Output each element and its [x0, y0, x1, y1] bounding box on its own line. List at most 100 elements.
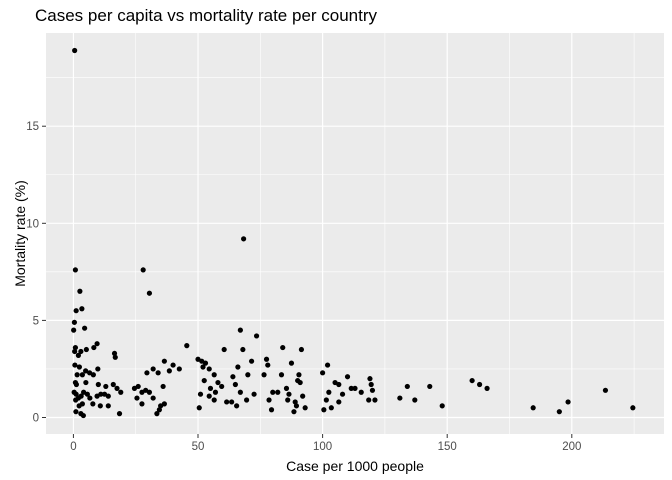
x-axis-title: Case per 1000 people	[286, 458, 424, 474]
data-point	[156, 407, 162, 413]
data-point	[339, 391, 346, 397]
data-point	[139, 401, 145, 407]
plot-panel	[46, 33, 664, 434]
data-point	[230, 374, 236, 380]
data-point	[98, 391, 104, 397]
x-tick-label: 50	[192, 441, 205, 453]
data-point	[144, 370, 150, 376]
data-point	[155, 370, 161, 376]
data-point	[211, 372, 217, 378]
data-point	[146, 290, 153, 296]
chart-title: Cases per capita vs mortality rate per c…	[35, 6, 378, 25]
data-point	[253, 333, 260, 339]
data-point	[368, 381, 374, 388]
data-point	[296, 372, 302, 378]
data-point	[170, 362, 176, 368]
data-point	[87, 395, 93, 401]
data-point	[72, 344, 79, 351]
data-point	[140, 267, 146, 273]
data-point	[73, 397, 79, 403]
data-point	[565, 399, 571, 405]
data-point	[78, 348, 84, 355]
data-point	[154, 411, 160, 417]
data-point	[160, 383, 166, 390]
data-point	[324, 362, 331, 368]
data-point	[280, 344, 286, 351]
data-point	[111, 350, 118, 357]
data-point	[234, 403, 240, 409]
data-point	[439, 403, 445, 409]
data-point	[344, 374, 351, 380]
data-point	[270, 389, 276, 395]
data-point	[251, 391, 257, 397]
data-point	[556, 409, 562, 415]
data-point	[286, 391, 292, 397]
data-point	[300, 393, 306, 399]
data-point	[197, 391, 204, 397]
data-point	[244, 397, 250, 403]
data-point	[602, 387, 609, 393]
data-point	[97, 403, 103, 409]
data-point	[237, 327, 243, 333]
data-point	[105, 403, 111, 409]
data-point	[211, 397, 217, 403]
data-point	[200, 364, 206, 370]
data-point	[476, 381, 483, 388]
minor-gridlines	[46, 33, 664, 434]
x-tick-label: 150	[438, 441, 457, 453]
data-point	[291, 409, 297, 415]
data-point	[366, 397, 372, 403]
data-point	[298, 346, 305, 353]
data-point	[110, 381, 116, 388]
data-point	[84, 391, 90, 397]
y-tick-label: 15	[26, 121, 39, 133]
major-gridlines	[46, 33, 664, 434]
data-point	[278, 372, 285, 378]
data-point	[268, 407, 275, 413]
data-point	[77, 288, 83, 294]
data-point	[263, 356, 270, 362]
data-point	[240, 346, 246, 353]
data-point	[118, 389, 124, 395]
data-point	[219, 383, 225, 390]
data-point	[150, 366, 156, 372]
data-point	[72, 362, 78, 368]
data-point	[135, 383, 141, 390]
data-points	[71, 47, 636, 419]
data-point	[94, 341, 100, 347]
data-point	[288, 360, 295, 366]
data-point	[245, 372, 251, 378]
data-point	[73, 381, 80, 388]
data-point	[82, 325, 88, 331]
data-point	[293, 403, 300, 409]
data-point	[326, 389, 332, 395]
data-point	[83, 346, 89, 353]
data-point	[235, 364, 241, 370]
data-point	[90, 372, 96, 378]
data-point	[112, 354, 118, 360]
data-point	[207, 385, 214, 391]
y-tick-label: 5	[33, 315, 39, 327]
data-point	[184, 343, 190, 349]
data-point	[367, 376, 373, 382]
data-point	[76, 364, 82, 370]
data-point	[630, 405, 636, 411]
data-point	[103, 383, 109, 390]
data-point	[71, 319, 78, 325]
data-point	[176, 366, 182, 372]
data-point	[73, 391, 79, 397]
data-point	[397, 395, 403, 401]
data-point	[285, 397, 291, 403]
data-point	[79, 306, 85, 312]
data-point	[352, 385, 358, 391]
data-point	[105, 393, 111, 399]
data-point	[95, 366, 101, 372]
data-point	[248, 358, 255, 364]
data-point	[114, 385, 120, 391]
data-point	[91, 344, 97, 351]
data-point	[530, 405, 536, 411]
data-point	[90, 401, 96, 407]
data-point	[232, 381, 238, 388]
data-point	[72, 47, 78, 54]
